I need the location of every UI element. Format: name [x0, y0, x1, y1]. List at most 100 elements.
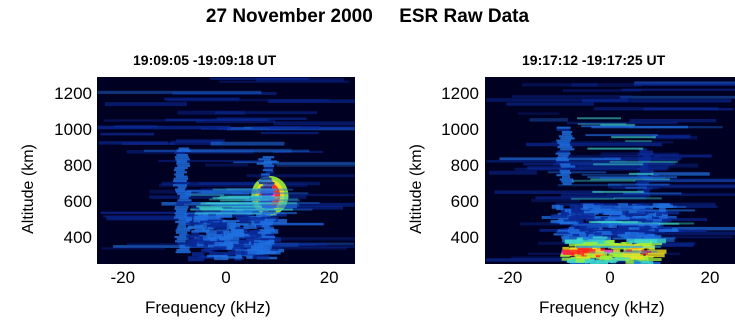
panel-1-x-tick-20: 20 — [319, 268, 339, 287]
panel-1-center-band — [243, 215, 250, 219]
panel-2-left-edge — [561, 180, 574, 183]
panel-1-left-edge — [174, 151, 186, 154]
panel-2-noise-streak — [529, 118, 568, 122]
panel-2-bottom-enhancement — [608, 240, 614, 243]
panel-1-center-band — [186, 238, 199, 244]
panel-2-bottom-enhancement — [610, 259, 617, 264]
panel-2-noise-streak — [633, 82, 735, 86]
panel-2-noise-streak — [562, 154, 660, 159]
panel-1-left-edge — [179, 244, 189, 247]
panel-1-center-band — [188, 226, 195, 229]
panel-2-left-edge — [561, 176, 571, 179]
panel-1-center-band — [227, 233, 242, 237]
panel-1-noise-streak — [106, 216, 198, 221]
panel-2-y-tick-400: 400 — [450, 227, 479, 247]
panel-1-right-edge — [256, 162, 273, 165]
panel-2-lower-band — [656, 212, 662, 217]
panel-2-bottom-enhancement — [621, 241, 633, 247]
panel-1-center-band — [233, 245, 244, 250]
panel-2-right-edge — [638, 159, 651, 162]
panel-2-title: 19:17:12 -19:17:25 UT — [522, 52, 666, 68]
panel-1-right-edge — [257, 231, 271, 234]
panel-1-left-edge — [172, 179, 187, 183]
panel-1-center-band — [186, 234, 204, 238]
panel-2-right-edge — [640, 165, 649, 168]
panel-2-noise-streak — [523, 162, 639, 166]
panel-2-noise-streak — [486, 98, 628, 102]
panel-2-horizontal-streaks — [623, 237, 676, 240]
panel-2-right-edge — [638, 148, 648, 151]
panel-2-noise-streak — [494, 190, 603, 194]
panel-2-noise-streak — [511, 256, 612, 259]
panel-1-left-edge — [178, 223, 191, 226]
panel-1-noise-streak — [267, 99, 355, 104]
panel-2-bottom-enhancement — [595, 250, 604, 254]
panel-1-center-band — [235, 254, 243, 259]
panel-1-left-edge — [177, 242, 191, 245]
panel-2-y-axis-label: Altitude (km) — [408, 144, 425, 234]
panel-2-noise-streak — [514, 167, 667, 171]
panel-1-noise-streak — [204, 163, 248, 167]
panel-1-noise-streak — [143, 149, 310, 153]
panel-2-bottom-enhancement — [612, 237, 631, 240]
panel-2-right-edge — [642, 155, 651, 158]
panel-2-lower-band — [560, 212, 566, 216]
panel-1-noise-streak — [226, 187, 272, 192]
panel-1-noise-streak — [273, 121, 355, 126]
panel-1-title: 19:09:05 -19:09:18 UT — [133, 52, 277, 68]
panel-2-lower-band — [556, 231, 570, 235]
panel-2-x-tick--20: -20 — [497, 268, 523, 287]
panel-1-right-edge — [258, 214, 271, 217]
panel-2-bottom-enhancement — [645, 253, 665, 258]
panel-2-noise-streak — [618, 231, 735, 236]
panel-1-right-edge — [263, 164, 275, 167]
panel-2-lower-band — [551, 204, 560, 209]
panel-1-noise-streak — [218, 127, 282, 131]
panel-2-bottom-enhancement — [584, 246, 601, 252]
panel-2-noise-streak — [488, 170, 537, 175]
panel-2-bottom-enhancement — [590, 240, 610, 246]
panel-1-horizontal-streaks — [215, 204, 300, 207]
panel-1-left-edge — [179, 197, 189, 200]
panel-2-bottom-enhancement — [577, 246, 593, 251]
panel-1-left-edge — [174, 156, 189, 159]
panel-2-noise-streak — [571, 83, 642, 87]
panel-1-center-band — [246, 217, 266, 221]
panel-1-left-edge — [177, 192, 192, 195]
panel-2-bottom-enhancement — [577, 251, 585, 257]
panel-2-bottom-enhancement — [641, 260, 650, 264]
panel-2-bottom-enhancement — [646, 258, 662, 261]
panel-2-bottom-enhancement — [599, 248, 606, 251]
panel-1-noise-streak — [100, 132, 155, 136]
panel-2-noise-streak — [607, 193, 735, 196]
panel-2-lower-band — [641, 219, 654, 223]
panel-1-noise-streak — [114, 125, 158, 128]
panel-2-lower-band — [610, 228, 625, 233]
panel-2-lower-band — [640, 217, 661, 221]
panel-1-noise-streak — [164, 97, 240, 101]
panel-2-horizontal-streaks — [572, 179, 636, 182]
panel-2-left-edge — [556, 139, 571, 142]
panel-1-center-band — [192, 252, 205, 257]
panel-1-left-edge — [172, 184, 187, 187]
panel-2-noise-streak — [520, 222, 578, 226]
panel-2-left-edge — [560, 137, 575, 140]
panel-1-noise-streak — [175, 139, 225, 143]
panel-1-left-edge — [178, 218, 192, 221]
panel-1-noise-streak — [200, 188, 253, 191]
panel-2-lower-band — [659, 211, 680, 215]
panel-2-horizontal-streaks — [611, 136, 656, 139]
panel-2-y-tick-1000: 1000 — [441, 119, 479, 139]
panel-2-noise-streak — [486, 258, 601, 262]
panel-1-right-edge — [261, 192, 274, 195]
panel-2-left-edge — [555, 152, 571, 155]
panel-2-lower-band — [550, 219, 566, 224]
panel-1-noise-streak — [223, 237, 355, 241]
panel-2-bottom-enhancement — [625, 259, 634, 264]
panel-2-horizontal-streaks — [589, 251, 647, 254]
panel-2-lower-band — [559, 221, 579, 225]
panel-1-right-edge — [264, 227, 275, 230]
panel-1-left-edge — [174, 240, 186, 243]
panel-2-right-edge — [639, 150, 653, 153]
panel-1-center-band — [249, 255, 270, 259]
